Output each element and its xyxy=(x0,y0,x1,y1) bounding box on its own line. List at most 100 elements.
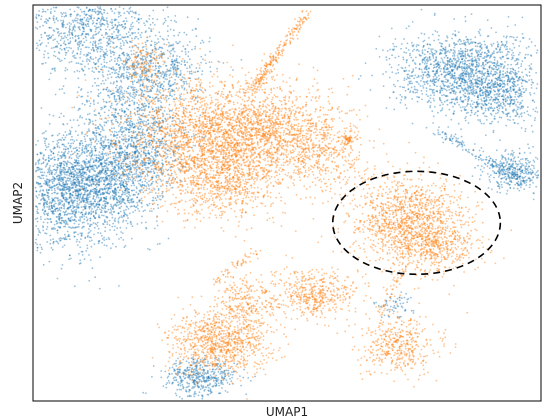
scatter-point-series-0 xyxy=(120,133,123,136)
scatter-point-series-0 xyxy=(81,18,83,21)
scatter-point-series-0 xyxy=(141,70,143,73)
scatter-point-series-0 xyxy=(158,242,161,245)
scatter-point-series-0 xyxy=(122,52,124,55)
scatter-point-series-0 xyxy=(70,32,73,35)
scatter-point-series-0 xyxy=(160,101,163,104)
scatter-point-series-0 xyxy=(94,124,97,126)
scatter-point-series-0 xyxy=(130,237,133,240)
scatter-point-series-0 xyxy=(190,70,193,73)
scatter-point-series-0 xyxy=(139,57,142,60)
scatter-point-series-0 xyxy=(176,67,179,70)
scatter-point-series-0 xyxy=(86,244,89,247)
scatter-point-series-0 xyxy=(54,93,57,96)
scatter-point-series-0 xyxy=(132,93,135,96)
scatter-point-series-0 xyxy=(88,236,91,239)
scatter-point-series-0 xyxy=(106,189,109,192)
scatter-point-series-0 xyxy=(173,63,176,66)
scatter-point-series-0 xyxy=(134,206,137,209)
scatter-point-series-0 xyxy=(60,156,63,159)
scatter-point-series-0 xyxy=(79,196,81,199)
scatter-point-series-0 xyxy=(136,196,139,199)
scatter-point-series-0 xyxy=(122,60,125,63)
scatter-point-series-0 xyxy=(66,23,69,26)
scatter-point-series-0 xyxy=(38,194,40,196)
scatter-point-series-0 xyxy=(39,43,42,45)
scatter-point-series-0 xyxy=(116,26,118,29)
scatter-point-series-0 xyxy=(430,101,432,104)
scatter-point-series-0 xyxy=(109,152,112,155)
scatter-point-series-0 xyxy=(169,67,172,69)
scatter-point-series-0 xyxy=(500,102,502,105)
scatter-point-series-0 xyxy=(122,44,125,46)
scatter-point-series-0 xyxy=(161,53,164,55)
scatter-point-series-0 xyxy=(155,106,158,109)
scatter-point-series-0 xyxy=(80,41,82,43)
scatter-point-series-0 xyxy=(83,200,86,202)
scatter-point-series-0 xyxy=(171,44,174,47)
scatter-point-series-0 xyxy=(47,52,49,55)
scatter-point-series-0 xyxy=(88,178,91,181)
scatter-point-series-0 xyxy=(44,32,46,34)
scatter-point-series-0 xyxy=(126,124,129,126)
scatter-point-series-0 xyxy=(39,216,42,218)
scatter-point-series-0 xyxy=(147,159,150,162)
scatter-point-series-0 xyxy=(90,90,92,93)
scatter-point-series-0 xyxy=(63,138,66,141)
scatter-point-series-0 xyxy=(148,54,151,57)
scatter-point-series-0 xyxy=(129,160,131,163)
scatter-point-series-0 xyxy=(133,108,136,110)
scatter-point-series-0 xyxy=(65,146,67,148)
scatter-point-series-0 xyxy=(92,21,95,24)
scatter-point-series-0 xyxy=(106,139,109,141)
scatter-point-series-0 xyxy=(63,40,66,43)
scatter-point-series-0 xyxy=(184,47,187,50)
scatter-point-series-0 xyxy=(95,132,98,134)
scatter-point-series-0 xyxy=(184,53,187,56)
scatter-point-series-0 xyxy=(59,164,62,167)
scatter-point-series-0 xyxy=(80,140,83,142)
scatter-point-series-0 xyxy=(82,23,85,26)
scatter-point-series-0 xyxy=(87,32,89,35)
scatter-point-series-0 xyxy=(47,178,49,181)
scatter-point-series-0 xyxy=(88,46,90,49)
scatter-point-series-0 xyxy=(85,146,88,148)
scatter-point-series-0 xyxy=(159,144,162,147)
scatter-point-series-0 xyxy=(99,115,102,117)
scatter-point-series-0 xyxy=(133,37,136,40)
scatter-point-series-0 xyxy=(148,60,151,62)
scatter-point-series-0 xyxy=(61,200,64,203)
scatter-point-series-0 xyxy=(154,65,157,68)
scatter-point-series-0 xyxy=(94,82,96,84)
scatter-point-series-0 xyxy=(50,27,52,29)
scatter-point-series-0 xyxy=(101,241,103,244)
scatter-point-series-0 xyxy=(65,192,68,195)
scatter-point-series-0 xyxy=(60,49,63,51)
scatter-point-series-0 xyxy=(85,196,88,199)
scatter-point-series-0 xyxy=(162,120,165,123)
scatter-point-series-0 xyxy=(171,62,174,65)
scatter-point-series-0 xyxy=(43,21,46,23)
scatter-point-series-0 xyxy=(121,40,124,42)
scatter-point-series-0 xyxy=(51,68,53,71)
scatter-point-series-0 xyxy=(72,21,75,23)
scatter-point-series-0 xyxy=(116,133,119,136)
scatter-point-series-0 xyxy=(89,41,92,44)
scatter-point-series-0 xyxy=(127,217,129,220)
scatter-point-series-0 xyxy=(160,55,163,58)
scatter-point-series-0 xyxy=(148,18,151,20)
scatter-point-series-0 xyxy=(375,47,378,50)
scatter-point-series-0 xyxy=(157,107,160,110)
scatter-point-series-0 xyxy=(77,233,79,236)
scatter-point-series-0 xyxy=(183,81,186,83)
scatter-point-series-0 xyxy=(80,233,83,236)
scatter-point-series-0 xyxy=(145,72,147,75)
scatter-point-series-0 xyxy=(463,70,466,72)
scatter-point-series-0 xyxy=(118,64,121,66)
scatter-point-series-0 xyxy=(107,147,110,150)
scatter-point-series-0 xyxy=(163,21,166,24)
scatter-point-series-0 xyxy=(106,32,109,35)
scatter-point-series-0 xyxy=(131,99,134,102)
scatter-point-series-0 xyxy=(91,8,94,11)
scatter-point-series-0 xyxy=(96,10,99,13)
scatter-point-series-0 xyxy=(48,179,51,181)
